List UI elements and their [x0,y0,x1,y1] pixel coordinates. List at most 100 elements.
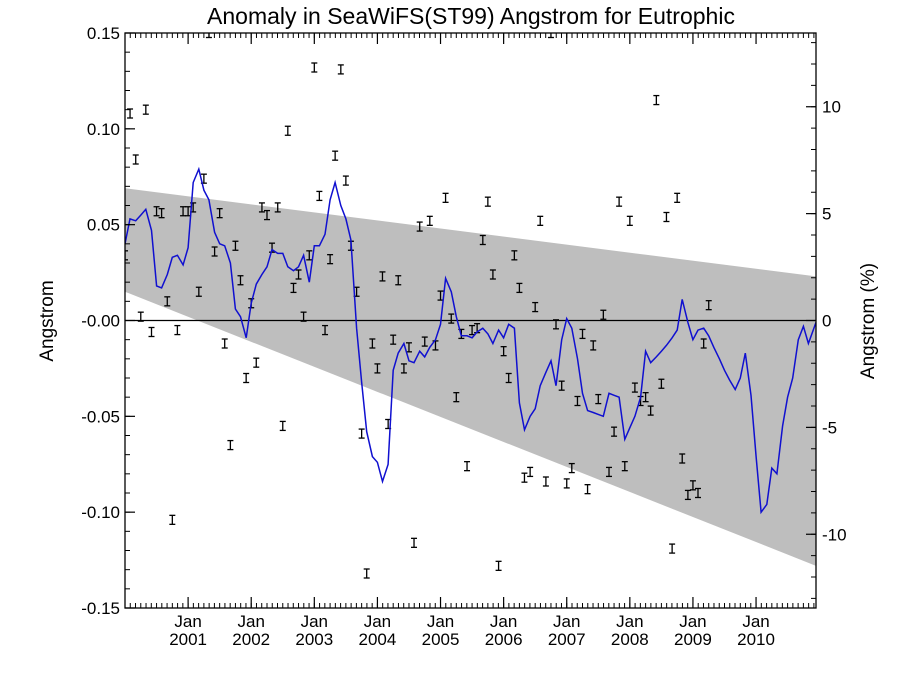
errorbar-point-26 [258,202,265,213]
errorbar-point-49 [379,271,386,282]
y-tick-label-left-1: 0.10 [87,120,120,139]
errorbar-point-89 [590,340,597,351]
errorbar-point-56 [416,221,423,232]
errorbar-point-6 [153,206,160,217]
errorbar-point-88 [584,484,591,495]
errorbar-point-94 [616,196,623,207]
errorbar-point-55 [411,537,418,548]
errorbar-point-74 [511,250,518,261]
errorbar-point-27 [263,209,270,221]
errorbar-point-93 [611,426,618,437]
x-tick-label-month-7: Jan [616,612,643,631]
x-tick-label-month-2: Jan [301,612,328,631]
x-tick-label-month-9: Jan [742,612,769,631]
x-tick-label-month-6: Jan [553,612,580,631]
errorbar-point-73 [505,372,512,384]
y-tick-label-left-3: -0.00 [81,312,120,331]
errorbar-point-45 [358,428,365,439]
y-tick-label-left-0: 0.15 [87,24,120,43]
errorbar-point-14 [195,286,202,297]
errorbar-point-11 [180,206,187,217]
errorbar-point-101 [653,94,660,106]
x-tick-label-month-8: Jan [679,612,706,631]
errorbar-point-19 [221,338,228,349]
y-tick-label-right-1: 5 [822,205,831,224]
errorbar-point-72 [500,346,507,357]
errorbar-point-3 [137,311,144,322]
errorbar-point-41 [337,64,344,75]
errorbar-point-95 [621,461,628,472]
errorbar-point-51 [390,334,397,345]
errorbar-point-32 [290,282,297,294]
x-tick-label-year-8: 2009 [674,630,712,649]
y-axis-label-right: Angstrom (%) [858,263,879,379]
errorbar-point-65 [464,461,471,472]
errorbar-point-62 [448,313,455,324]
errorbar-point-39 [327,254,334,265]
trend-band [125,188,816,566]
errorbar-point-107 [684,489,691,501]
errorbar-point-1 [127,108,134,119]
x-tick-label-year-4: 2005 [422,630,460,649]
errorbar-point-110 [700,338,707,349]
x-tick-label-year-3: 2004 [359,630,397,649]
errorbar-point-70 [489,269,496,280]
errorbar-point-92 [606,466,613,478]
x-tick-label-year-9: 2010 [737,630,775,649]
x-tick-label-year-0: 2001 [169,630,207,649]
errorbar-point-20 [227,439,234,451]
errorbar-point-23 [243,372,250,384]
x-tick-label-year-1: 2002 [232,630,270,649]
x-tick-label-month-3: Jan [364,612,391,631]
errorbar-point-97 [631,382,638,393]
errorbar-point-0 [125,250,128,261]
errorbar-point-53 [400,363,407,374]
y-tick-label-left-5: -0.10 [81,503,120,522]
errorbar-point-35 [306,250,313,261]
errorbar-point-111 [705,300,712,311]
errorbar-point-37 [316,190,323,202]
errorbar-point-78 [532,301,539,313]
errorbar-point-102 [658,378,665,389]
errorbar-point-96 [626,215,633,226]
errorbar-point-29 [274,202,281,213]
errorbar-point-2 [132,154,139,165]
errorbar-point-40 [332,150,339,161]
errorbar-point-22 [237,275,244,286]
errorbar-point-18 [216,208,223,219]
errorbar-point-86 [574,395,581,407]
errorbar-point-69 [484,196,491,207]
x-tick-label-month-1: Jan [237,612,264,631]
errorbar-point-34 [300,311,307,322]
errorbar-point-108 [689,480,696,491]
errorbar-point-17 [211,246,218,257]
x-tick-label-year-6: 2007 [548,630,586,649]
errorbar-point-7 [158,208,165,219]
errorbar-point-38 [322,324,329,336]
errorbar-point-30 [279,420,286,432]
x-tick-label-year-2: 2003 [295,630,333,649]
errorbar-point-68 [479,234,486,246]
errorbar-point-58 [426,215,433,226]
errorbar-point-48 [374,363,381,374]
errorbar-point-46 [363,568,370,579]
errorbar-point-106 [679,453,686,464]
errorbar-point-100 [647,405,654,416]
errorbar-point-85 [568,462,575,474]
errorbar-point-75 [516,282,523,294]
errorbar-point-104 [669,543,676,554]
smoothed-anomaly-line [125,166,816,515]
x-tick-label-year-7: 2008 [611,630,649,649]
errorbar-point-71 [495,560,502,571]
errorbar-point-79 [537,215,544,226]
errorbar-point-25 [253,357,260,368]
x-tick-label-month-4: Jan [427,612,454,631]
errorbar-point-47 [369,338,376,349]
errorbar-point-9 [169,514,176,525]
chart-title: Anomaly in SeaWiFS(ST99) Angstrom for Eu… [207,3,735,29]
y-tick-label-right-3: -5 [822,418,837,437]
errorbar-point-8 [164,296,171,307]
errorbar-point-80 [542,476,549,487]
plot-area: 0.15 0.10 0.05 -0.00 -0.05 -0.10 -0.15 10 5 0 -5 -1… [81,24,846,649]
